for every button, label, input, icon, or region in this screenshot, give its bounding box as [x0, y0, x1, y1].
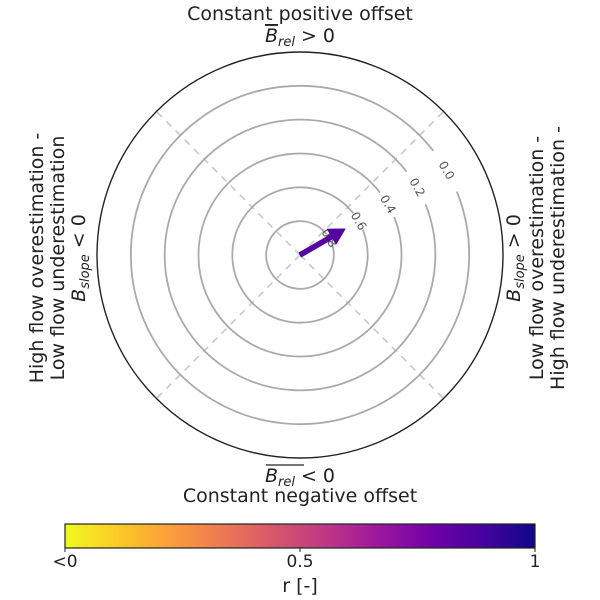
- left-label-line1: High flow overestimation -: [26, 133, 48, 384]
- bottom-label-condition: Brel < 0: [265, 465, 335, 490]
- right-label-line1: Low flow overestimation -: [526, 136, 548, 380]
- ring-label: 0.2: [406, 176, 428, 200]
- radial-ring: [163, 118, 437, 392]
- diagnostic-arrow: [298, 228, 346, 258]
- outer-boundary: [96, 51, 504, 459]
- bottom-label-line1: Constant negative offset: [183, 485, 417, 507]
- radial-ring: [197, 152, 403, 358]
- top-label-line1: Constant positive offset: [187, 3, 413, 25]
- colorbar: [64, 523, 536, 549]
- radial-ring: [129, 84, 471, 426]
- arrow-layer: [298, 228, 346, 258]
- top-label-condition: Brel > 0: [265, 25, 335, 50]
- left-label: High flow overestimation - Low flow unde…: [26, 133, 93, 384]
- radial-ring: [265, 220, 335, 290]
- colorbar-label: r [-]: [282, 575, 318, 597]
- colorbar-tick-label: 1: [530, 552, 541, 572]
- ring-label: 0.4: [377, 192, 399, 216]
- right-label-condition: Bslope> 0: [503, 214, 528, 302]
- radial-ring: [231, 186, 369, 324]
- ring-label: 0.6: [348, 209, 370, 233]
- right-label: Bslope> 0 Low flow overestimation - High…: [503, 126, 569, 390]
- left-label-line2: Low flow underestimation: [47, 136, 69, 381]
- ring-label: 0.0: [436, 159, 458, 183]
- colorbar-ticks: <0 0.5 1: [52, 548, 540, 572]
- polar-grid: 0.80.60.40.20.0: [96, 51, 504, 459]
- colorbar-tick-label: 0.5: [286, 552, 313, 572]
- right-label-line2: High flow underestimation -: [547, 126, 569, 390]
- colorbar-tick-label: <0: [52, 552, 77, 572]
- left-label-condition: Bslope< 0: [68, 214, 93, 302]
